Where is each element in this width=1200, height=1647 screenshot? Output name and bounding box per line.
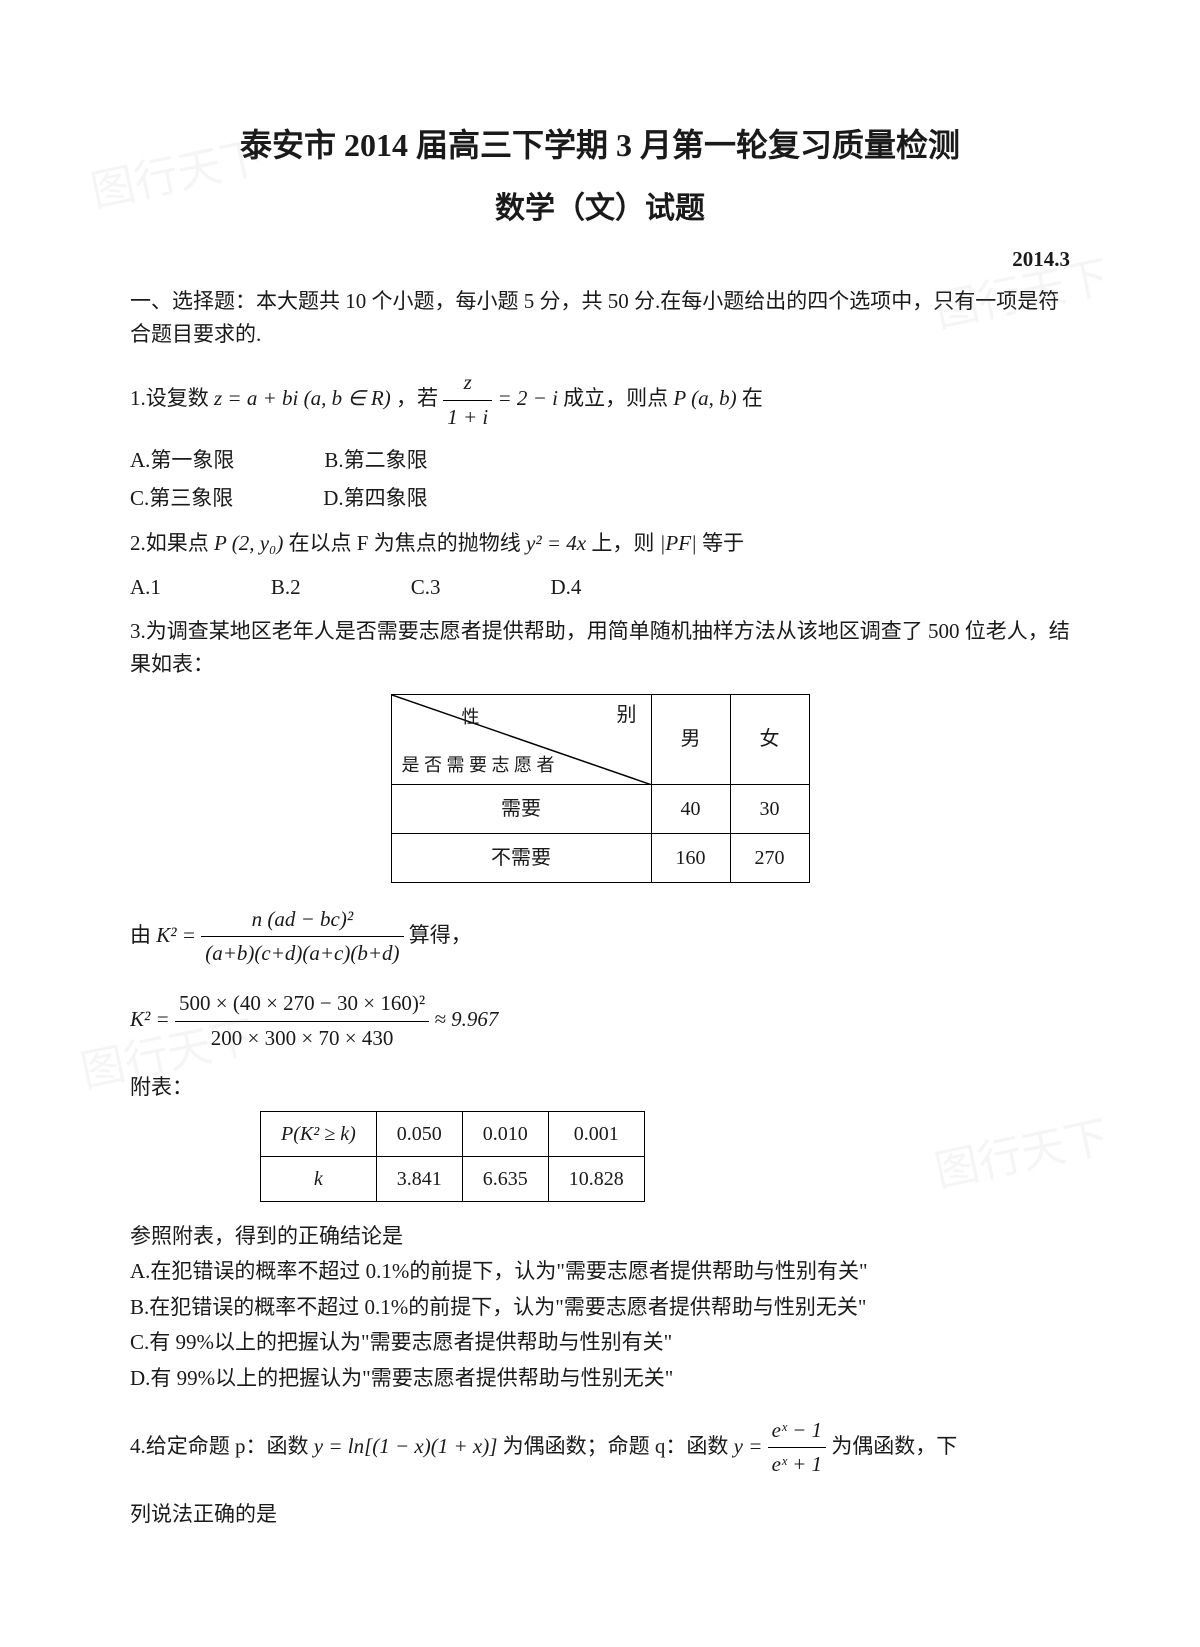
q3-opt-c: C.有 99%以上的把握认为"需要志愿者提供帮助与性别有关" [130,1326,1070,1360]
table-row: k 3.841 6.635 10.828 [261,1156,645,1201]
q1-stem-a: 1.设复数 [130,386,214,410]
q4-f2-num: eˣ − 1 [768,1414,826,1449]
section-intro: 一、选择题：本大题共 10 个小题，每小题 5 分，共 50 分.在每小题给出的… [130,285,1070,352]
q2-curve: y² = 4x [526,531,586,555]
question-1: 1.设复数 z = a + bi (a, b ∈ R) ，若 z 1 + i =… [130,366,1070,434]
table-row: 需要 40 30 [391,784,809,833]
q1-frac-den: 1 + i [443,401,492,435]
ref-r0-text: k [314,1168,323,1190]
q4-f2-lhs: y = [734,1434,763,1458]
q3-f2-den: 200 × 300 × 70 × 430 [175,1022,429,1056]
q1-options-row1: A.第一象限 B.第二象限 [130,444,1070,478]
q1-point: P (a, b) [673,386,736,410]
table-row: 不需要 160 270 [391,833,809,882]
q3-f1-intro: 由 [130,923,156,947]
q1-opt-c: C.第三象限 [130,482,233,516]
q3-f1-lhs: K² = [156,923,196,947]
q2-stem-a: 2.如果点 [130,531,214,555]
q2-point: P (2, y₀) [214,531,283,555]
q3-conclusion-intro: 参照附表，得到的正确结论是 [130,1220,1070,1254]
q4-f2-den: eˣ + 1 [768,1448,826,1482]
table-row: P(K² ≥ k) 0.050 0.010 0.001 [261,1111,645,1156]
q3-diag-bot: 是 否 需 要 志 愿 者 [402,751,555,780]
page-title-main: 泰安市 2014 届高三下学期 3 月第一轮复习质量检测 [130,120,1070,171]
q4-f1: y = ln[(1 − x)(1 + x)] [314,1434,498,1458]
watermark: 图行天下 [929,1102,1116,1207]
q3-formula-1: 由 K² = n (ad − bc)² (a+b)(c+d)(a+c)(b+d)… [130,903,1070,971]
q3-data-table: 性 别 是 否 需 要 志 愿 者 男 女 需要 40 30 不需要 160 2… [391,694,810,883]
ref-r2: 6.635 [462,1156,548,1201]
q4-stem-a: 4.给定命题 p：函数 [130,1434,314,1458]
ref-h1: 0.050 [376,1111,462,1156]
q3-diag-top: 别 [617,699,637,731]
q3-row1-v1: 30 [730,784,809,833]
q1-stem-b: ，若 [396,386,443,410]
q2-pf: |PF| [660,531,697,555]
q2-opt-a: A.1 [130,571,161,605]
q3-opt-b: B.在犯错误的概率不超过 0.1%的前提下，认为"需要志愿者提供帮助与性别无关" [130,1291,1070,1325]
q4-stem-d: 列说法正确的是 [130,1498,1070,1532]
q4-stem-c: 为偶函数，下 [831,1434,957,1458]
q2-stem-c: 上，则 [591,531,659,555]
q3-ref-table: P(K² ≥ k) 0.050 0.010 0.001 k 3.841 6.63… [260,1111,645,1202]
q1-frac-num: z [443,366,492,401]
q3-f2-tail: ≈ 9.967 [434,1007,498,1031]
question-2: 2.如果点 P (2, y₀) 在以点 F 为焦点的抛物线 y² = 4x 上，… [130,527,1070,561]
exam-date: 2014.3 [130,243,1070,277]
q3-col-male: 男 [651,694,730,784]
q3-formula-2: K² = 500 × (40 × 270 − 30 × 160)² 200 × … [130,987,1070,1055]
q2-stem-b: 在以点 F 为焦点的抛物线 [289,531,526,555]
q3-diag-mid: 性 [462,703,480,732]
q2-opt-c: C.3 [411,571,441,605]
q3-row2-v0: 160 [651,833,730,882]
q3-f1-num: n (ad − bc)² [201,903,403,938]
ref-r0: k [261,1156,377,1201]
q3-row1-v0: 40 [651,784,730,833]
q1-opt-a: A.第一象限 [130,444,234,478]
q3-opt-a: A.在犯错误的概率不超过 0.1%的前提下，认为"需要志愿者提供帮助与性别有关" [130,1255,1070,1289]
q1-eq-rhs: = 2 − i [497,386,557,410]
q3-f2-lhs: K² = [130,1007,170,1031]
q2-opt-b: B.2 [271,571,301,605]
q3-row1-label: 需要 [391,784,651,833]
ref-r3: 10.828 [548,1156,644,1201]
q1-z-expr: z = a + bi (a, b ∈ R) [214,386,391,410]
ref-h2: 0.010 [462,1111,548,1156]
q3-table-diag-cell: 性 别 是 否 需 要 志 愿 者 [391,694,651,784]
q2-stem-d: 等于 [702,531,744,555]
q1-stem-c: 成立，则点 [563,386,668,410]
q1-stem-d: 在 [742,386,763,410]
question-4: 4.给定命题 p：函数 y = ln[(1 − x)(1 + x)] 为偶函数；… [130,1414,1070,1482]
q3-row2-v1: 270 [730,833,809,882]
q1-options-row2: C.第三象限 D.第四象限 [130,482,1070,516]
page-title-sub: 数学（文）试题 [130,185,1070,233]
q2-options: A.1 B.2 C.3 D.4 [130,571,1070,605]
ref-h3: 0.001 [548,1111,644,1156]
q1-opt-d: D.第四象限 [323,482,427,516]
q3-f1-tail: 算得， [409,923,472,947]
q2-opt-d: D.4 [550,571,581,605]
q3-f2-num: 500 × (40 × 270 − 30 × 160)² [175,987,429,1022]
q1-opt-b: B.第二象限 [324,444,427,478]
q3-ref-label: 附表： [130,1071,1070,1105]
q3-f1-den: (a+b)(c+d)(a+c)(b+d) [201,937,403,971]
q4-stem-b: 为偶函数；命题 q：函数 [503,1434,734,1458]
question-3-stem: 3.为调查某地区老年人是否需要志愿者提供帮助，用简单随机抽样方法从该地区调查了 … [130,615,1070,682]
ref-r1: 3.841 [376,1156,462,1201]
ref-h0-text: P(K² ≥ k) [281,1123,356,1145]
ref-h0: P(K² ≥ k) [261,1111,377,1156]
q3-row2-label: 不需要 [391,833,651,882]
q3-options: A.在犯错误的概率不超过 0.1%的前提下，认为"需要志愿者提供帮助与性别有关"… [130,1255,1070,1395]
q3-opt-d: D.有 99%以上的把握认为"需要志愿者提供帮助与性别无关" [130,1362,1070,1396]
q3-col-female: 女 [730,694,809,784]
